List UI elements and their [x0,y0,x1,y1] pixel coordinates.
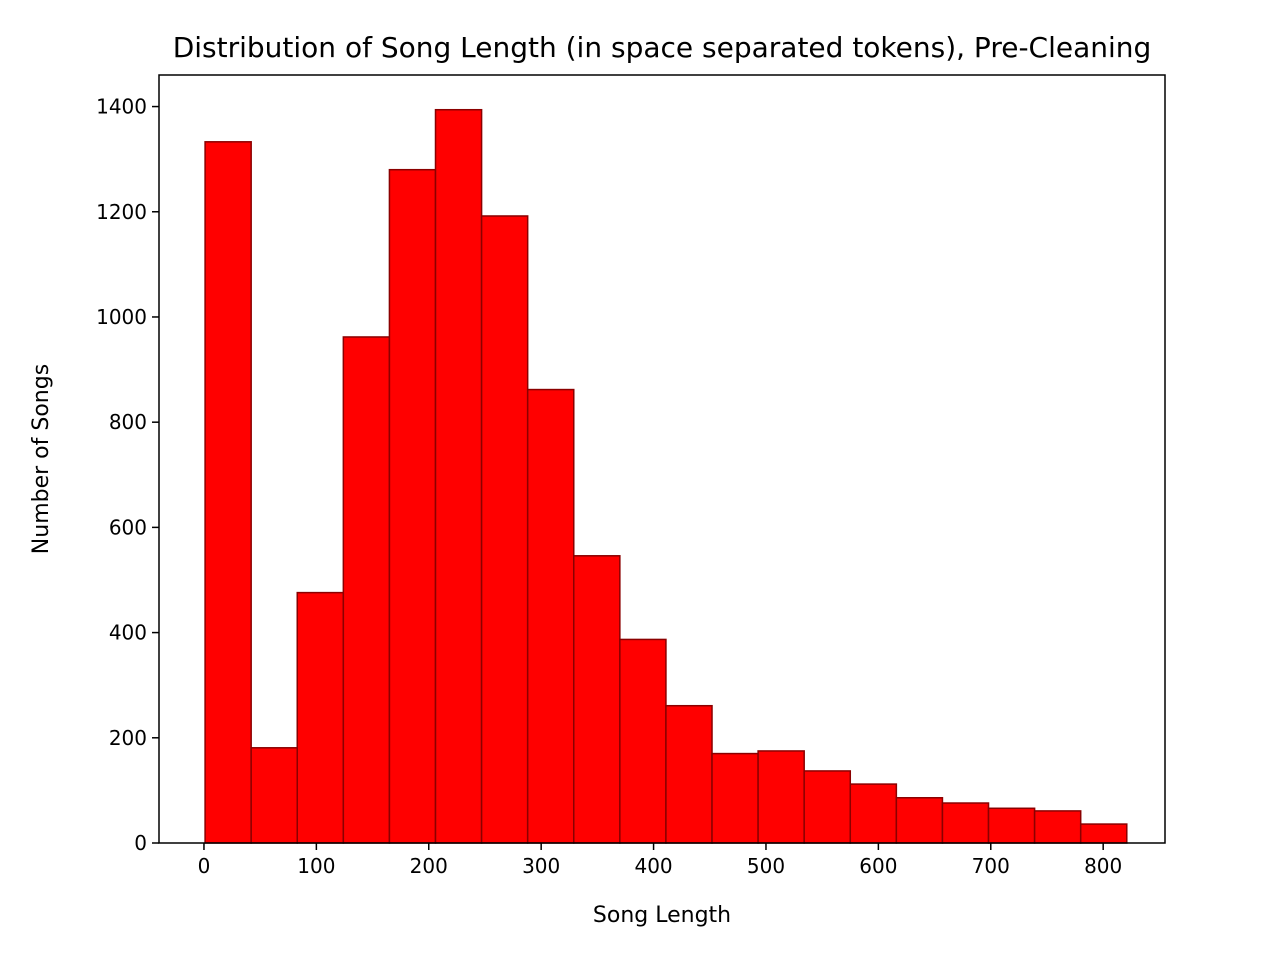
x-tick-label: 200 [410,854,448,878]
histogram-bar [250,747,299,844]
histogram-bar [665,704,713,844]
histogram-bar [757,750,805,844]
y-tick-label: 1200 [96,200,147,224]
x-tick-label: 800 [1084,854,1122,878]
chart-title: Distribution of Song Length (in space se… [173,31,1152,64]
histogram-bar [526,388,575,844]
x-tick-label: 600 [859,854,897,878]
histogram-bar [619,638,667,844]
histogram-bar [204,141,252,844]
histogram-bar [1033,810,1082,844]
y-tick-label: 400 [109,621,147,645]
histogram-bar [895,797,944,844]
x-tick-label: 0 [198,854,211,878]
y-tick-label: 0 [134,831,147,855]
x-tick-label: 400 [634,854,672,878]
bars-group [204,108,1128,844]
histogram-bar [296,591,345,844]
y-tick-label: 800 [109,410,147,434]
y-axis-ticks: 0 200 400 600 800 1000 1200 1400 [96,95,159,855]
histogram-bar [480,215,529,844]
histogram-bar [434,108,483,844]
x-tick-label: 700 [972,854,1010,878]
histogram-bar [388,168,437,844]
histogram-bar [849,783,898,844]
x-tick-label: 100 [297,854,335,878]
histogram-bar [711,752,759,844]
y-tick-label: 1400 [96,95,147,119]
y-tick-label: 200 [109,726,147,750]
x-tick-label: 500 [747,854,785,878]
histogram-bar [987,807,1036,844]
histogram-bar [342,336,391,844]
x-tick-label: 300 [522,854,560,878]
y-tick-label: 600 [109,515,147,539]
y-axis-label: Number of Songs [29,364,54,554]
x-axis-label: Song Length [593,903,731,928]
x-axis-ticks: 0 100 200 300 400 500 600 700 800 [198,843,1122,878]
histogram-bar [573,555,621,844]
histogram-bar [941,802,990,844]
histogram-bar [803,770,852,844]
plot-frame [158,74,1166,844]
y-tick-label: 1000 [96,305,147,329]
histogram-bar [1079,823,1128,844]
